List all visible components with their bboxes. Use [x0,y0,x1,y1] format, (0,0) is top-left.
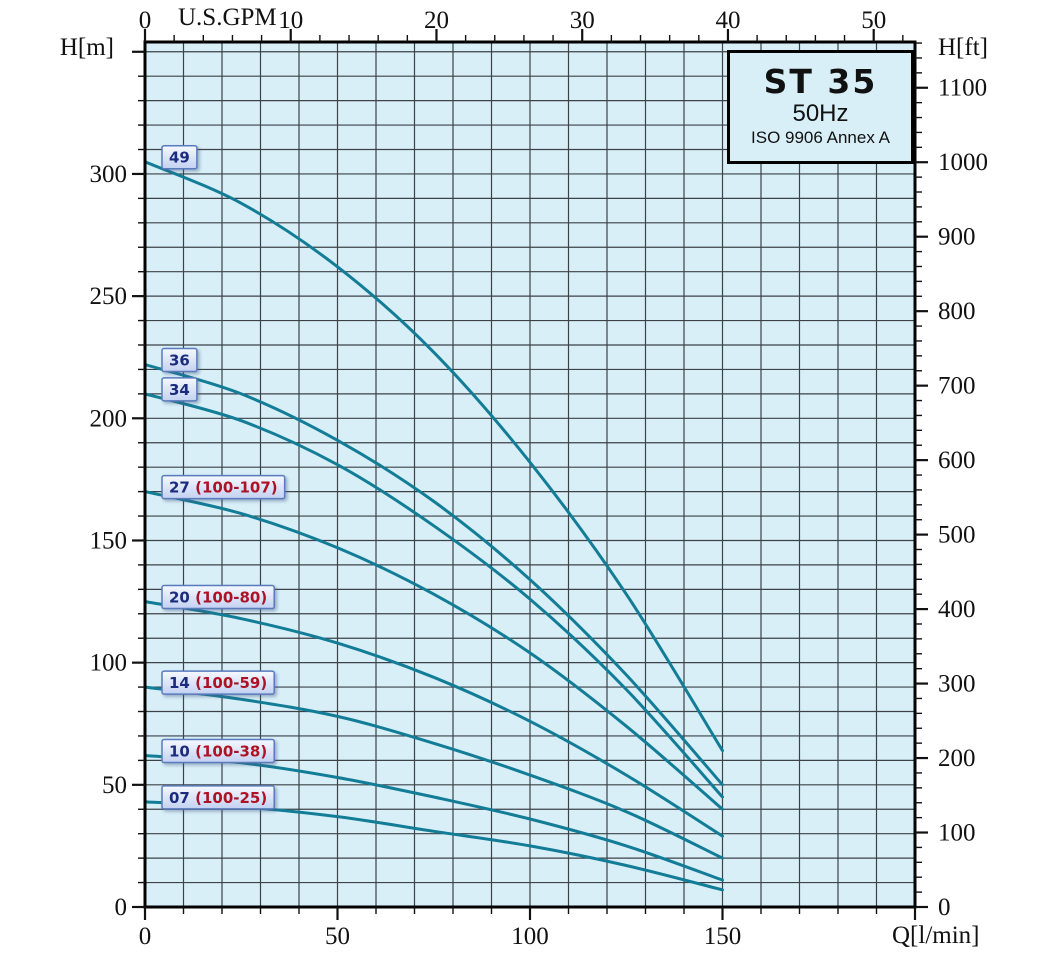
svg-text:10: 10 [278,7,303,34]
curve-label-badge-10: 10 (100-38) [161,738,275,764]
curve-label-badge-27: 27 (100-107) [161,474,286,500]
svg-text:20 (100-80): 20 (100-80) [169,589,267,607]
curve-label-badges: 49 36 34 27 (100-107) 20 (100-80) 14 (100-59)… [161,144,286,810]
pump-curve-49 [143,160,724,753]
svg-text:1100: 1100 [938,75,987,102]
svg-text:200: 200 [938,745,976,772]
svg-text:300: 300 [90,161,128,188]
svg-text:100: 100 [90,650,128,677]
left-axis-unit-label: H[m] [59,34,114,61]
curve-label-badge-07: 07 (100-25) [161,785,275,810]
right-axis-unit-label: H[ft] [938,34,988,61]
pump-curve-36 [143,363,724,787]
iso-standard-label: ISO 9906 Annex A [751,128,890,148]
svg-text:150: 150 [90,527,128,554]
svg-text:400: 400 [938,596,976,623]
svg-text:0: 0 [139,7,152,34]
svg-text:0: 0 [115,894,128,921]
curve-label-badge-14: 14 (100-59) [161,670,275,695]
top-axis-unit-label: U.S.GPM [178,4,277,31]
curve-label-badge-20: 20 (100-80) [161,584,275,610]
svg-text:34: 34 [169,381,190,399]
svg-text:500: 500 [938,522,976,549]
svg-text:900: 900 [938,224,976,251]
svg-text:300: 300 [938,671,976,698]
svg-text:1000: 1000 [938,149,988,176]
svg-text:700: 700 [938,373,976,400]
model-info-box: ST 35 50Hz ISO 9906 Annex A [727,50,914,164]
svg-text:200: 200 [90,405,128,432]
svg-text:150: 150 [704,923,742,950]
svg-text:30: 30 [570,7,595,34]
curve-label-badge-36: 36 [161,347,198,373]
svg-text:07 (100-25): 07 (100-25) [169,789,267,807]
svg-text:100: 100 [938,820,976,847]
frequency-label: 50Hz [792,99,849,127]
grid-lines [145,42,915,907]
svg-text:100: 100 [511,923,549,950]
model-name: ST 35 [763,62,878,102]
svg-text:36: 36 [169,352,190,370]
svg-text:49: 49 [169,149,190,167]
svg-text:27 (100-107): 27 (100-107) [169,479,278,497]
curve-label-badge-49: 49 [161,144,198,170]
svg-text:50: 50 [102,772,127,799]
axis-ticks [132,29,928,920]
curve-label-badge-34: 34 [161,377,198,402]
svg-text:20: 20 [424,7,449,34]
svg-text:250: 250 [90,283,128,310]
svg-text:600: 600 [938,447,976,474]
svg-text:14 (100-59): 14 (100-59) [169,674,267,692]
bottom-axis-unit-label: Q[l/min] [892,922,980,949]
pump-curve-34 [143,392,724,799]
pump-curve-20 [143,600,724,838]
pump-curve-14 [143,685,724,860]
pump-curve-27 [143,490,724,811]
svg-text:0: 0 [938,894,951,921]
svg-text:50: 50 [861,7,886,34]
svg-text:10 (100-38): 10 (100-38) [169,743,267,761]
svg-text:0: 0 [139,923,152,950]
svg-text:800: 800 [938,298,976,325]
svg-text:50: 50 [325,923,350,950]
svg-text:40: 40 [715,7,740,34]
